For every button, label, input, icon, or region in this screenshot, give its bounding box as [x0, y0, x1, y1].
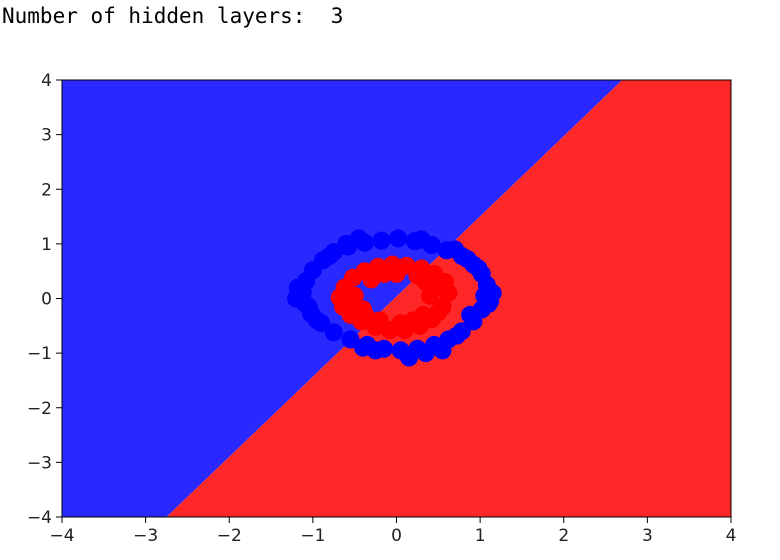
- x-tick-label: −4: [49, 526, 74, 546]
- point-class-0-46: [446, 240, 465, 259]
- decision-region-class-0-2: [381, 287, 401, 302]
- decision-regions: [62, 80, 731, 517]
- point-class-0-38: [400, 348, 419, 367]
- point-class-0-35: [447, 326, 466, 345]
- point-class-0-51: [349, 229, 368, 248]
- point-class-0-45: [461, 305, 480, 324]
- point-class-1-20: [429, 303, 448, 322]
- y-tick-label: 1: [41, 235, 52, 255]
- point-class-0-36: [433, 341, 452, 360]
- y-tick-label: −2: [27, 399, 52, 419]
- point-class-0-20: [324, 323, 343, 342]
- point-class-1-33: [427, 278, 446, 297]
- point-class-0-49: [287, 289, 306, 308]
- point-class-0-33: [320, 246, 339, 265]
- point-class-1-30: [374, 264, 393, 283]
- point-class-1-28: [391, 314, 410, 333]
- point-class-1-27: [387, 264, 406, 283]
- point-class-0-34: [308, 311, 327, 330]
- x-tick-label: 3: [642, 526, 653, 546]
- x-tick-label: −3: [133, 526, 158, 546]
- y-axis-ticks: −4 −3 −2 −1 0 1 2 3 4: [27, 71, 62, 528]
- point-class-0-48: [416, 344, 435, 363]
- x-tick-label: 2: [558, 526, 569, 546]
- x-axis-ticks: −4 −3 −2 −1 0 1 2 3 4: [49, 517, 736, 546]
- y-tick-label: 4: [41, 71, 52, 91]
- y-tick-label: −3: [27, 453, 52, 473]
- point-class-0-47: [354, 338, 373, 357]
- point-class-0-43: [412, 230, 431, 249]
- y-tick-label: −4: [27, 508, 52, 528]
- y-tick-label: 3: [41, 126, 52, 146]
- point-class-0-9: [372, 231, 391, 250]
- point-class-1-35: [370, 311, 389, 330]
- scatter-points: [287, 229, 502, 367]
- x-tick-label: −1: [300, 526, 325, 546]
- x-tick-label: −2: [217, 526, 242, 546]
- y-tick-label: 0: [41, 290, 52, 310]
- console-output-line: Number of hidden layers: 3: [2, 4, 344, 28]
- x-tick-label: 4: [726, 526, 737, 546]
- point-class-1-29: [408, 266, 427, 285]
- y-tick-label: −1: [27, 344, 52, 364]
- point-class-0-41: [469, 259, 488, 278]
- x-tick-label: 0: [391, 526, 402, 546]
- point-class-0-50: [481, 292, 500, 311]
- y-tick-label: 2: [41, 180, 52, 200]
- x-tick-label: 1: [475, 526, 486, 546]
- point-class-1-34: [341, 294, 360, 313]
- point-class-0-8: [389, 229, 408, 248]
- point-class-1-32: [414, 305, 433, 324]
